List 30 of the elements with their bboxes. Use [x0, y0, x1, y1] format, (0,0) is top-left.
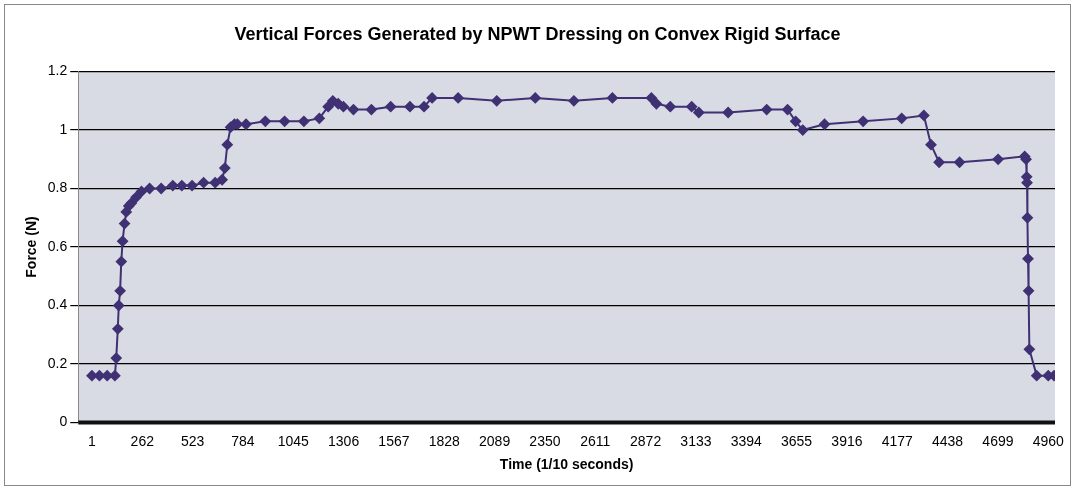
y-tick-label: 0.4 [47, 296, 68, 313]
x-tick-label: 1828 [428, 432, 461, 449]
x-tick-label: 262 [130, 432, 155, 449]
x-tick-label: 523 [180, 432, 205, 449]
x-tick-label: 2350 [529, 432, 561, 449]
x-tick-label: 3133 [680, 432, 712, 449]
y-tick-label: 0.6 [47, 237, 68, 254]
x-tick-label: 1306 [328, 432, 360, 449]
x-tick-label: 3394 [730, 432, 763, 449]
y-tick-label: 0.2 [47, 354, 68, 371]
chart-title: Vertical Forces Generated by NPWT Dressing on Convex Rigid Surface [234, 23, 841, 44]
y-axis-title: Force (N) [23, 216, 40, 278]
x-tick-label: 2089 [479, 432, 511, 449]
x-tick-label: 1 [88, 432, 97, 449]
x-axis-title: Time (1/10 seconds) [499, 456, 634, 473]
x-tick-label: 1045 [277, 432, 310, 449]
x-tick-label: 784 [231, 432, 255, 449]
x-tick-label: 1567 [378, 432, 410, 449]
y-tick-label: 1.2 [47, 62, 68, 79]
y-tick-label: 0 [59, 413, 68, 430]
x-tick-label: 4438 [932, 432, 964, 449]
x-tick-label: 2872 [630, 432, 662, 449]
x-tick-label: 4960 [1032, 432, 1065, 449]
x-tick-label: 4699 [982, 432, 1014, 449]
y-tick-label: 1 [59, 120, 68, 137]
x-tick-label: 3655 [781, 432, 813, 449]
x-tick-label: 2611 [580, 432, 611, 449]
y-tick-label: 0.8 [47, 179, 68, 196]
x-tick-label: 3916 [831, 432, 863, 449]
x-tick-label: 4177 [881, 432, 914, 449]
